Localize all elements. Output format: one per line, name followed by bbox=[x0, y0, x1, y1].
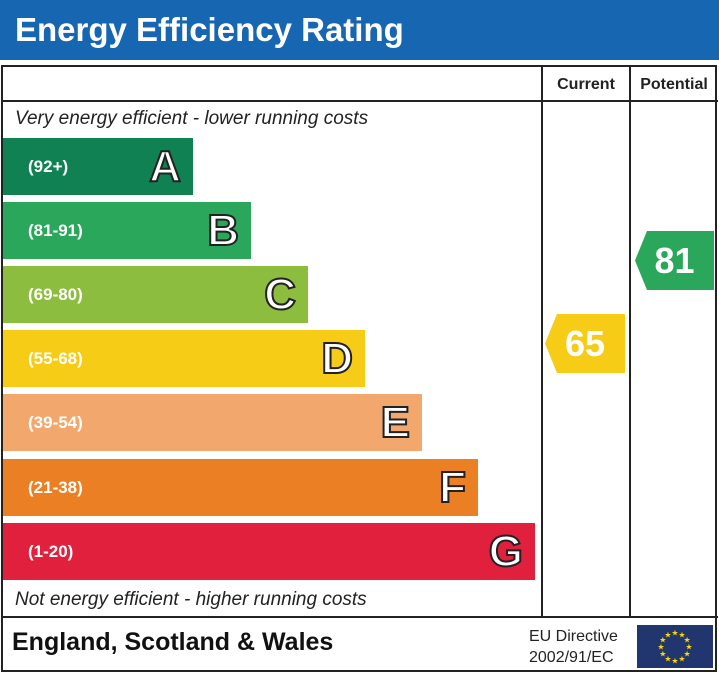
band-range: (39-54) bbox=[28, 413, 83, 432]
directive-line1: EU Directive bbox=[529, 628, 618, 645]
band-range: (69-80) bbox=[28, 285, 83, 304]
band-letter: D bbox=[320, 333, 354, 384]
band-a: (92+) A bbox=[3, 138, 193, 195]
page-title: Energy Efficiency Rating bbox=[0, 0, 719, 60]
band-letter: G bbox=[488, 526, 524, 577]
star-icon: ★ bbox=[684, 636, 691, 645]
star-icon: ★ bbox=[671, 629, 678, 638]
current-header: Current bbox=[557, 76, 615, 93]
band-range: (1-20) bbox=[28, 542, 74, 561]
star-icon: ★ bbox=[659, 636, 666, 645]
star-icon: ★ bbox=[684, 650, 691, 659]
band-range: (55-68) bbox=[28, 349, 83, 368]
band-letter: F bbox=[438, 462, 467, 513]
band-letter: C bbox=[263, 269, 297, 320]
band-letter: B bbox=[206, 205, 240, 256]
directive-line2: 2002/91/EC bbox=[529, 649, 614, 666]
eu-directive: EU Directive 2002/91/EC bbox=[529, 626, 618, 668]
band-c: (69-80) C bbox=[3, 266, 308, 323]
divider bbox=[1, 616, 718, 618]
star-icon: ★ bbox=[664, 655, 671, 664]
region-label: England, Scotland & Wales bbox=[12, 628, 334, 656]
band-letter: A bbox=[148, 141, 182, 192]
star-icon: ★ bbox=[657, 643, 664, 652]
current-rating-arrow: 65 bbox=[545, 314, 625, 373]
eu-flag-icon: ★ ★ ★ ★ ★ ★ ★ ★ ★ ★ ★ ★ bbox=[637, 625, 713, 668]
band-d: (55-68) D bbox=[3, 330, 365, 387]
band-range: (21-38) bbox=[28, 478, 83, 497]
star-icon: ★ bbox=[678, 655, 685, 664]
bottom-note: Not energy efficient - higher running co… bbox=[15, 589, 367, 610]
band-g: (1-20) G bbox=[3, 523, 535, 580]
divider bbox=[1, 100, 718, 102]
band-e: (39-54) E bbox=[3, 394, 422, 451]
divider bbox=[629, 65, 631, 617]
rating-table bbox=[1, 65, 717, 672]
divider bbox=[541, 65, 543, 617]
potential-header: Potential bbox=[640, 76, 708, 93]
band-range: (92+) bbox=[28, 157, 69, 176]
band-letter: E bbox=[380, 397, 411, 448]
star-icon: ★ bbox=[685, 643, 692, 652]
top-note: Very energy efficient - lower running co… bbox=[15, 108, 369, 129]
star-icon: ★ bbox=[678, 630, 685, 639]
star-icon: ★ bbox=[659, 650, 666, 659]
potential-rating-arrow: 81 bbox=[635, 231, 714, 290]
band-f: (21-38) F bbox=[3, 459, 478, 516]
star-icon: ★ bbox=[664, 630, 671, 639]
band-range: (81-91) bbox=[28, 221, 83, 240]
band-b: (81-91) B bbox=[3, 202, 251, 259]
star-icon: ★ bbox=[671, 657, 678, 666]
